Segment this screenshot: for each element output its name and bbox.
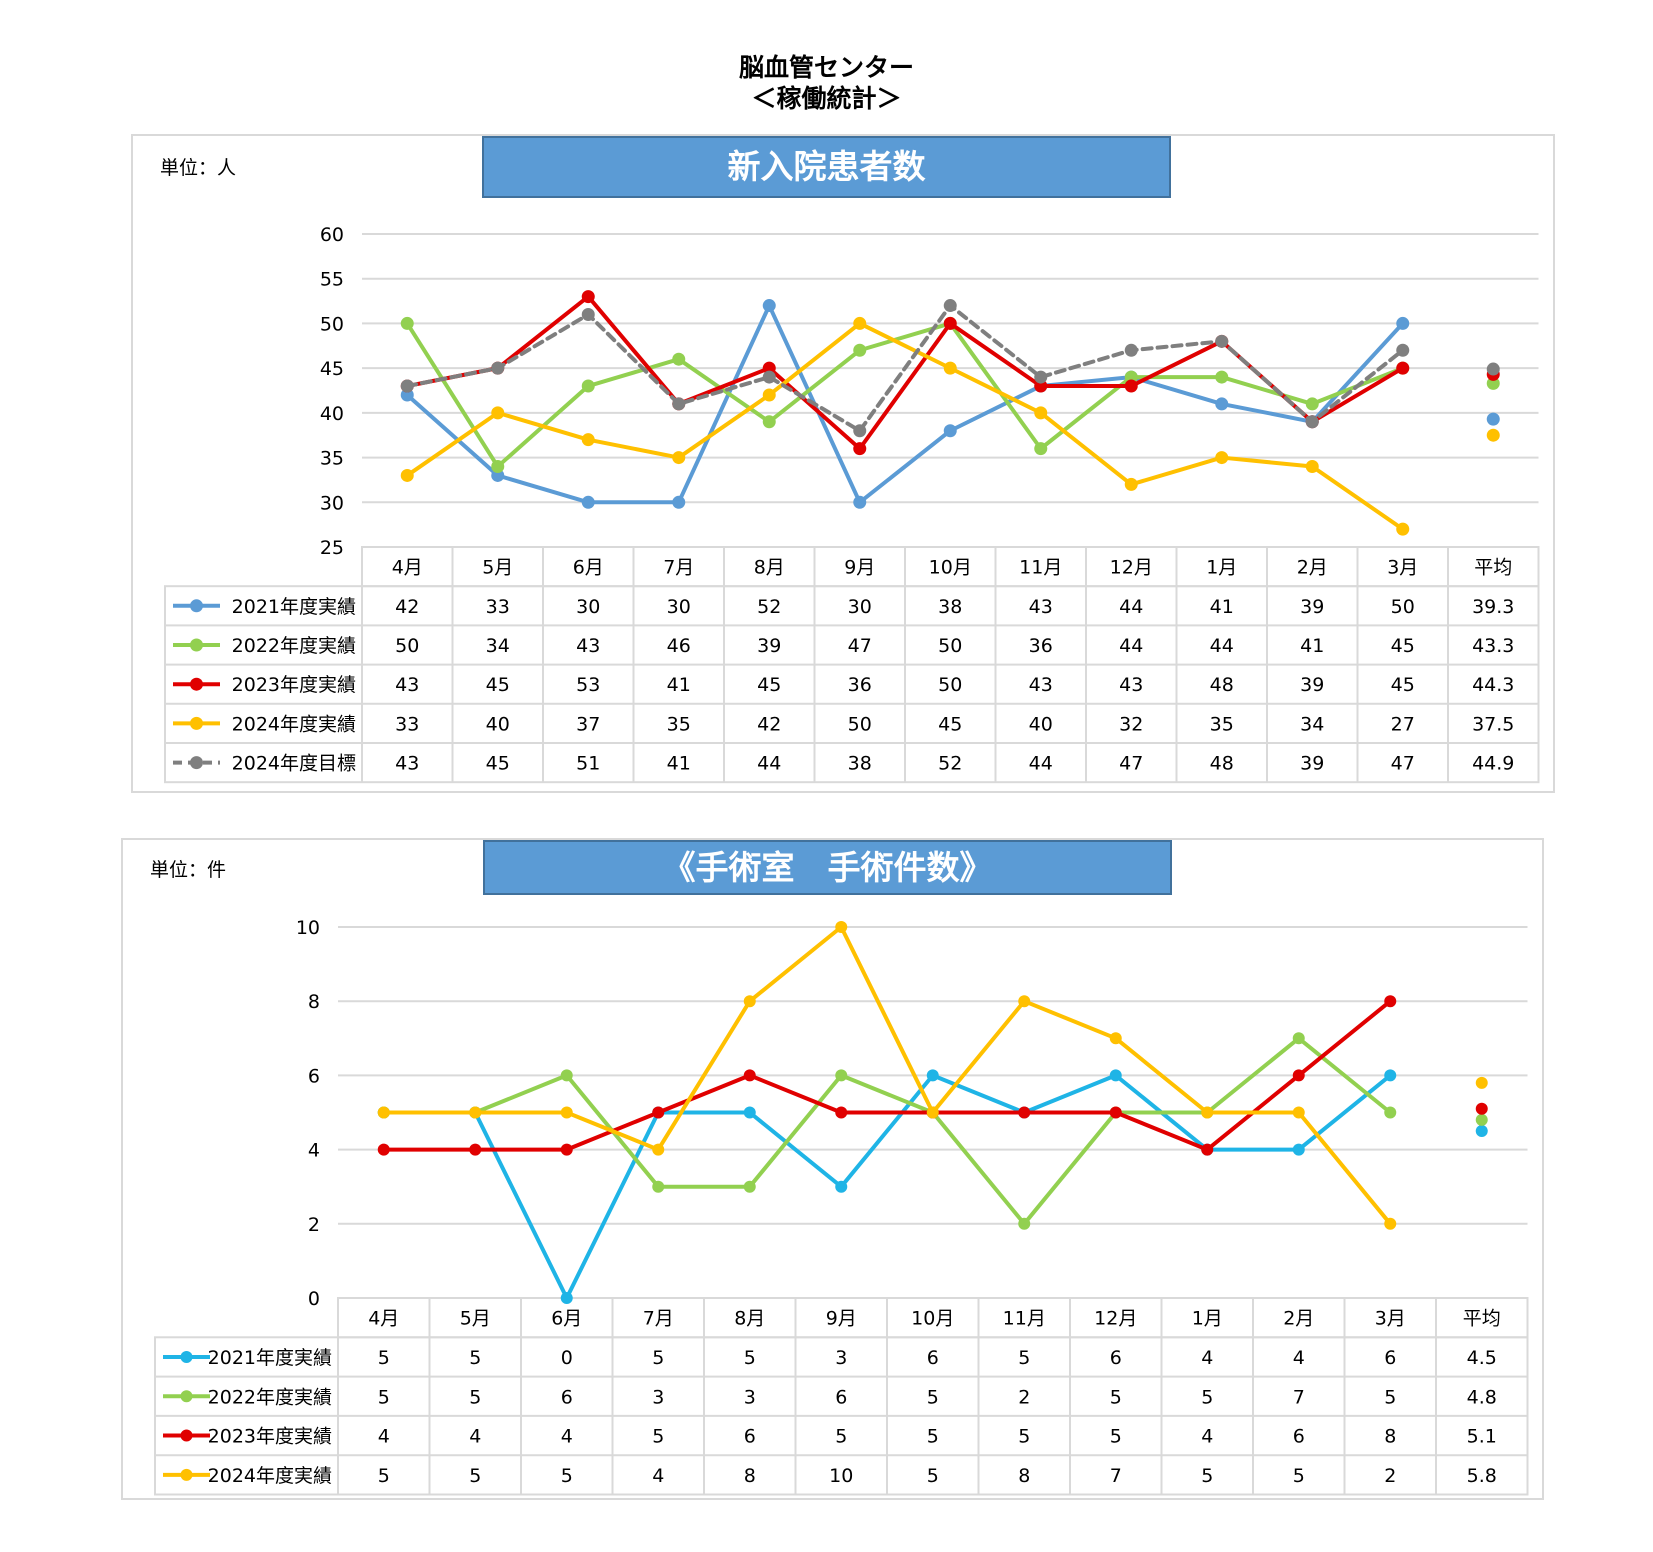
- chart1-title: 新入院患者数: [482, 136, 1171, 198]
- chart2-title: 《手術室 手術件数》: [483, 840, 1172, 895]
- page-title: 脳血管センター ＜稼働統計＞: [0, 52, 1653, 114]
- page-title-line2: ＜稼働統計＞: [751, 84, 902, 113]
- chart1-panel: [131, 134, 1555, 793]
- page-title-line1: 脳血管センター: [738, 53, 914, 82]
- chart2-panel: [121, 838, 1544, 1500]
- chart2-unit-label: 単位：件: [150, 859, 227, 881]
- chart1-unit-label: 単位：人: [160, 157, 237, 179]
